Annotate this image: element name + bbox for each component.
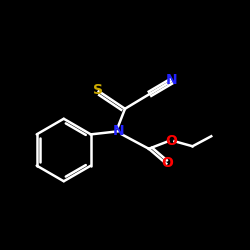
Text: N: N — [113, 124, 124, 138]
Text: S: S — [93, 84, 103, 98]
Text: O: O — [162, 156, 173, 170]
Text: O: O — [165, 134, 177, 148]
Text: N: N — [166, 73, 178, 87]
